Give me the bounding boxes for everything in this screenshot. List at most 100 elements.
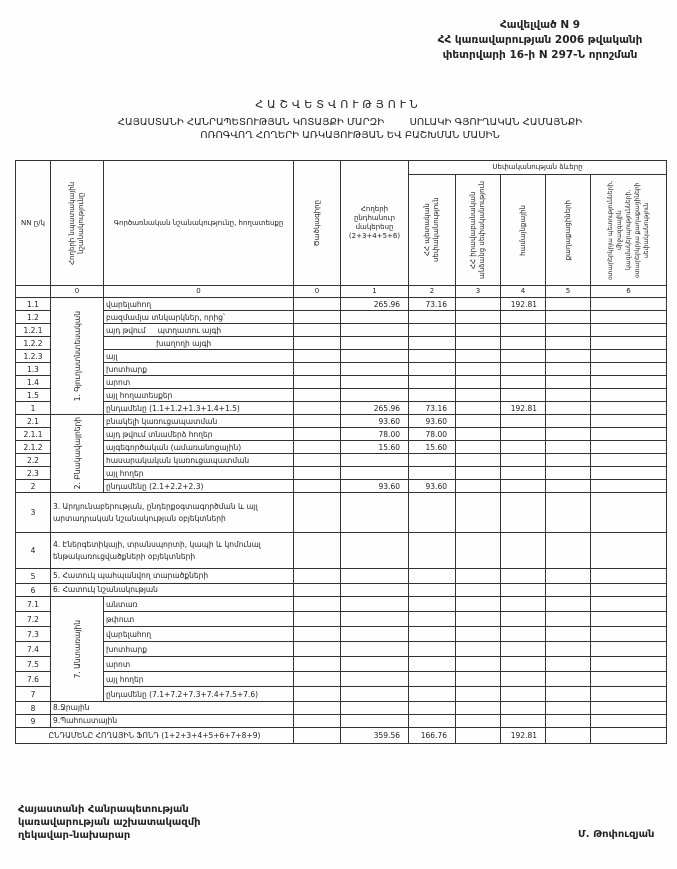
value-c5 [545, 440, 591, 454]
value-total [340, 583, 409, 597]
value-c4 [500, 453, 546, 467]
value-c2: 78.00 [408, 427, 456, 441]
column-number: 1 [340, 285, 409, 298]
table-row: 7.5 արոտ [15, 656, 668, 672]
table-row: 1.2.3 այլ [15, 349, 668, 363]
table-row: 4 4. Էներգետիկայի, տրանսպորտի, կապի և կոմ… [15, 532, 668, 569]
value-c6 [589, 611, 668, 627]
table-row: 1.4 արոտ [15, 375, 668, 389]
row-number: 7 [15, 686, 51, 702]
table-row: 1.2.2 խաղողի այգի [15, 336, 668, 350]
code-cell [293, 388, 341, 402]
row-label: այդ թվում տնամերձ հողեր [103, 427, 294, 441]
code-cell [293, 671, 341, 687]
value-c4 [500, 714, 546, 728]
code-cell [293, 532, 341, 569]
value-c2 [408, 583, 456, 597]
value-c6 [589, 626, 668, 642]
row-number: 2.3 [15, 466, 51, 480]
value-c3 [455, 349, 501, 363]
row-number: 3 [15, 492, 51, 533]
header-nn: NN ը/կ [15, 160, 51, 286]
value-total [340, 656, 409, 672]
row-number: 2 [15, 479, 51, 493]
value-total [340, 323, 409, 337]
value-c2 [408, 701, 456, 715]
value-c6 [589, 583, 668, 597]
value-c5 [545, 626, 591, 642]
row-number: 1.1 [15, 297, 51, 311]
value-c4 [500, 611, 546, 627]
value-c6 [589, 388, 668, 402]
table-row: 8 8.Ջրային [15, 701, 668, 715]
value-c2 [408, 671, 456, 687]
value-c6 [589, 336, 668, 350]
document-subtitle: ՀԱՅԱՍՏԱՆԻ ՀԱՆՐԱՊԵՏՈՒԹՅԱՆ ԿՈՏԱՅՔԻ ՄԱՐԶԻ Ս… [60, 116, 640, 142]
value-c4 [500, 336, 546, 350]
value-c5 [545, 297, 591, 311]
value-c5 [545, 336, 591, 350]
value-total [340, 686, 409, 702]
row-label: արոտ [103, 656, 294, 672]
value-c4 [500, 375, 546, 389]
table-row: 2.1.1 այդ թվում տնամերձ հողեր 78.00 78.00 [15, 427, 668, 441]
document-title: ՀԱՇՎԵՏՎՈՒԹՅՈՒՆ [255, 98, 422, 111]
value-c2 [408, 362, 456, 376]
signatory-line: ղեկավար-նախարար [18, 830, 131, 841]
value-c4: 192.81 [500, 727, 546, 744]
value-c2 [408, 686, 456, 702]
row-number: 7.2 [15, 611, 51, 627]
row-number: 7.3 [15, 626, 51, 642]
code-cell [293, 427, 341, 441]
grand-total-row: ԸՆԴԱՄԵՆԸ ՀՈՂԱՅԻՆ ՖՈՆԴ (1+2+3+4+5+6+7+8+9… [15, 727, 668, 744]
row-label: թփուտ [103, 611, 294, 627]
value-total [340, 701, 409, 715]
table-row: 7.4 խոտհարք [15, 641, 668, 657]
value-c3 [455, 388, 501, 402]
value-c4 [500, 671, 546, 687]
table-row: 6 6. Հատուկ նշանակության [15, 583, 668, 597]
value-c2 [408, 568, 456, 584]
value-c2 [408, 532, 456, 569]
code-cell [293, 453, 341, 467]
row-label: այլ հողեր [103, 671, 294, 687]
table-row: 1.2.1 այդ թվում պտղատու այգի [15, 323, 668, 337]
row-label: 6. Հատուկ նշանակության [50, 583, 294, 597]
value-total [340, 714, 409, 728]
header-c2: ՀՀ պետական սեփականություն [408, 174, 456, 286]
annex-number: Հավելված N 9 [499, 19, 581, 31]
row-label: ընդամենը (2.1+2.2+2.3) [103, 479, 294, 493]
table-row: 2.1 2. Բնակավայրերի բնակելի կառուցապատման 9… [15, 414, 668, 493]
value-c6 [589, 466, 668, 480]
annex-line: ՀՀ կառավարության 2006 թվականի [437, 34, 643, 46]
value-c2 [408, 375, 456, 389]
code-cell [293, 440, 341, 454]
code-cell [293, 323, 341, 337]
column-number: 0 [293, 285, 341, 298]
value-c3 [455, 701, 501, 715]
row-label: 8.Ջրային [50, 701, 294, 715]
value-c4 [500, 492, 546, 533]
grand-total-label: ԸՆԴԱՄԵՆԸ ՀՈՂԱՅԻՆ ՖՈՆԴ (1+2+3+4+5+6+7+8+9… [15, 727, 294, 744]
value-c6 [589, 686, 668, 702]
value-c5 [545, 714, 591, 728]
value-c3 [455, 453, 501, 467]
value-c4 [500, 596, 546, 612]
value-c6 [589, 414, 668, 428]
header-ownership: Սեփականության ձևերը [407, 160, 668, 175]
value-c6 [589, 656, 668, 672]
value-c4: 192.81 [500, 401, 546, 415]
code-cell [293, 727, 341, 744]
code-cell [293, 701, 341, 715]
code-cell [293, 401, 341, 415]
signatory-line: կառավարության աշխատակազմի [18, 817, 201, 828]
value-c6 [589, 440, 668, 454]
code-cell [293, 714, 341, 728]
value-c3 [455, 727, 501, 744]
value-total [340, 596, 409, 612]
header-c6: օտարերկրյա պետությունների, միջազգային կա… [589, 174, 668, 286]
column-number: 2 [408, 285, 456, 298]
row-label: այլ հողատեսքեր [103, 388, 294, 402]
value-total [340, 388, 409, 402]
value-c5 [545, 349, 591, 363]
